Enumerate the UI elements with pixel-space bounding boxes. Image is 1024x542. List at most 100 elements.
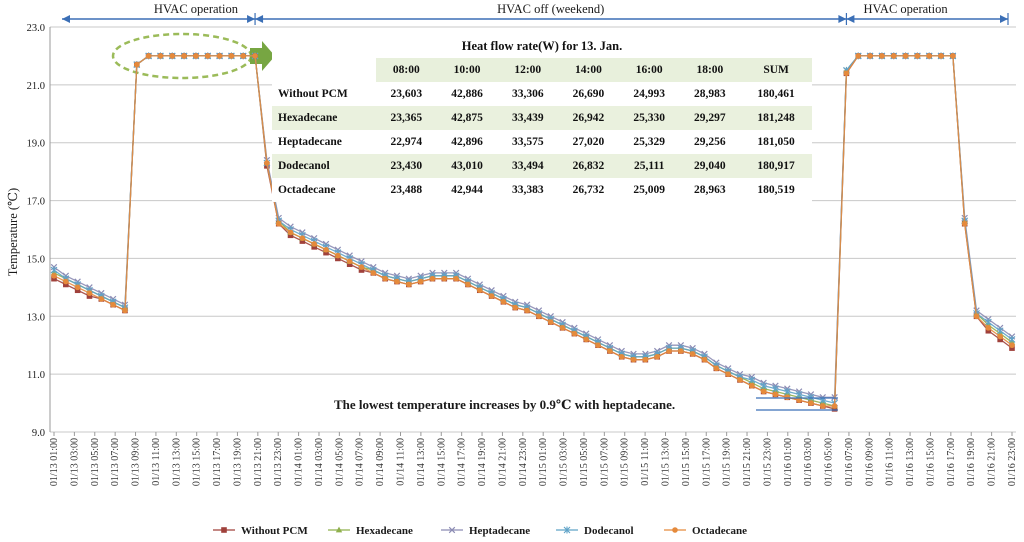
x-tick-label: 01/13 17:00 — [212, 438, 223, 486]
x-tick-label: 01/13 23:00 — [273, 438, 284, 486]
data-point — [595, 342, 601, 349]
x-tick-label: 01/16 07:00 — [844, 438, 855, 486]
data-point — [713, 365, 720, 372]
table-row: Dodecanol 23,430 43,010 33,494 26,832 25… — [272, 154, 812, 178]
data-point — [997, 333, 1003, 340]
table-cell: 23,603 — [390, 88, 423, 100]
table-cell: 42,875 — [436, 106, 498, 130]
x-tick-label: 01/13 07:00 — [110, 438, 121, 486]
table-cell: 25,111 — [618, 154, 680, 178]
legend-label: Hexadecane — [356, 525, 413, 537]
data-point — [654, 353, 660, 360]
data-point — [737, 377, 743, 383]
data-point — [997, 336, 1003, 343]
data-point — [252, 53, 258, 59]
data-point — [358, 267, 365, 273]
period-arrowhead-left — [255, 15, 264, 23]
table-cell: 25,009 — [633, 184, 665, 196]
legend: Without PCM Hexadecane Heptadecane Dodecano… — [213, 525, 747, 537]
data-point — [63, 278, 69, 285]
data-point — [50, 266, 58, 274]
data-point — [323, 249, 329, 256]
x-tick-label: 01/15 15:00 — [681, 438, 692, 486]
y-tick-label: 17.0 — [27, 197, 45, 208]
data-point — [630, 356, 637, 363]
data-point — [122, 307, 128, 314]
table-cell: 43,010 — [436, 154, 498, 178]
table-row: Octadecane 23,488 42,944 33,383 26,732 2… — [272, 178, 812, 202]
data-point — [795, 390, 803, 398]
table-cell: 180,917 — [740, 154, 812, 178]
x-tick-label: 01/15 19:00 — [722, 438, 733, 486]
x-tick-label: 01/13 11:00 — [151, 438, 162, 486]
period-label: HVAC operation — [154, 2, 239, 16]
data-point — [335, 252, 341, 259]
legend-label: Without PCM — [241, 525, 308, 537]
table-cell: 26,690 — [572, 88, 605, 100]
table-cell: 33,494 — [497, 154, 559, 178]
table-row: Heptadecane 22,974 42,896 33,575 27,020 … — [272, 130, 812, 154]
y-tick-label: 11.0 — [27, 370, 45, 381]
data-point — [725, 371, 731, 377]
data-point — [571, 330, 578, 337]
y-axis: 9.0 11.0 13.0 15.0 17.0 19.0 21.0 23.0 — [27, 23, 51, 439]
table-cell: 28,963 — [694, 184, 726, 196]
data-point — [323, 246, 329, 253]
table-row-label: Hexadecane — [272, 106, 376, 130]
table-row-label: Without PCM — [278, 88, 348, 100]
table-row: Without PCM 23,603 42,886 33,306 26,690 … — [272, 82, 812, 106]
data-point — [902, 53, 909, 59]
legend-label: Octadecane — [692, 525, 747, 537]
table-cell: 24,993 — [633, 88, 665, 100]
data-point — [311, 244, 317, 250]
data-point — [831, 403, 838, 409]
x-tick-label: 01/15 11:00 — [640, 438, 651, 486]
data-point — [950, 53, 956, 59]
period-arrowhead-left — [846, 15, 855, 23]
x-tick-label: 01/14 03:00 — [314, 438, 325, 486]
x-tick-label: 01/14 19:00 — [477, 438, 488, 486]
x-tick-label: 01/16 17:00 — [946, 438, 957, 486]
data-point — [867, 53, 873, 59]
table-cell: 33,306 — [511, 88, 544, 100]
table-cell: 26,942 — [558, 106, 619, 130]
data-point — [1008, 335, 1016, 343]
data-point — [51, 275, 57, 282]
data-point — [672, 527, 678, 533]
data-point — [287, 232, 294, 239]
x-tick-label: 01/15 23:00 — [762, 438, 773, 486]
y-tick-label: 19.0 — [27, 139, 45, 150]
table-col-header: 10:00 — [436, 57, 498, 82]
x-tick-label: 01/16 05:00 — [824, 438, 835, 486]
table-cell: 33,439 — [497, 106, 559, 130]
x-tick-label: 01/16 13:00 — [905, 438, 916, 486]
data-point — [181, 53, 187, 59]
data-point — [783, 388, 791, 395]
x-tick-label: 01/13 21:00 — [253, 438, 264, 486]
data-point — [559, 325, 566, 331]
data-point — [760, 388, 767, 395]
table-title: Heat flow rate(W) for 13. Jan. — [272, 35, 812, 58]
data-point — [807, 393, 815, 401]
x-tick-label: 01/14 15:00 — [436, 438, 447, 486]
table-cell: 181,050 — [757, 136, 795, 148]
period-arrowhead-left — [62, 15, 70, 23]
x-tick-label: 01/15 01:00 — [538, 438, 549, 486]
table-cell: 25,329 — [633, 136, 665, 148]
table-col-header: 12:00 — [497, 57, 559, 82]
x-tick-label: 01/15 21:00 — [742, 438, 753, 486]
table-row-label: Heptadecane — [278, 136, 342, 148]
table-col-header: 14:00 — [558, 57, 619, 82]
data-point — [890, 53, 897, 59]
table-row-label: Octadecane — [278, 184, 336, 196]
data-point — [985, 327, 992, 334]
data-point — [996, 327, 1004, 335]
x-tick-label: 01/16 01:00 — [783, 438, 794, 486]
table-col-header: SUM — [740, 57, 812, 82]
x-tick-label: 01/13 09:00 — [131, 438, 142, 486]
x-tick-label: 01/16 19:00 — [966, 438, 977, 486]
table-col-header: 18:00 — [679, 57, 741, 82]
data-point — [689, 351, 696, 357]
table-cell: 23,365 — [376, 106, 437, 130]
y-axis-label: Temperature (℃) — [6, 188, 20, 276]
